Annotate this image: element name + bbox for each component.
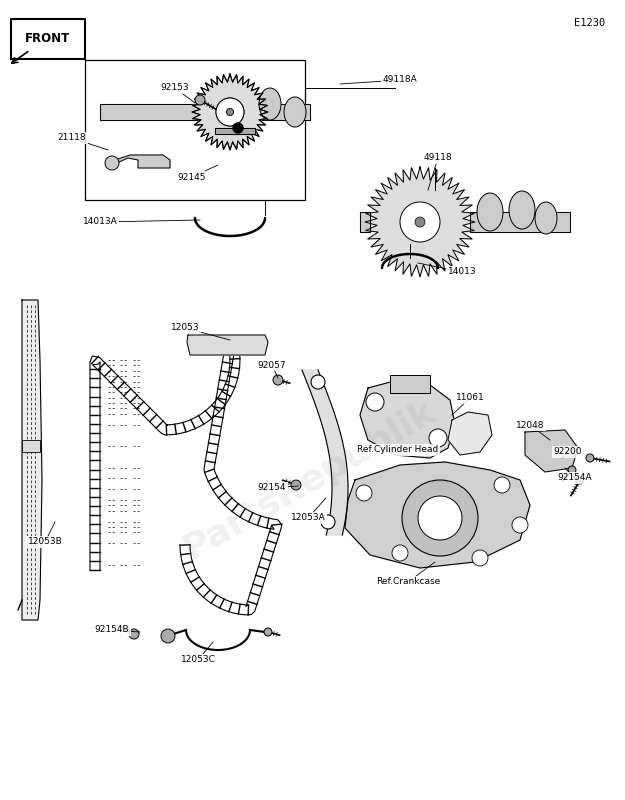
Ellipse shape	[259, 88, 281, 120]
Text: 21118: 21118	[58, 134, 86, 142]
Bar	[85, 60, 305, 200]
Ellipse shape	[509, 191, 535, 229]
Text: Ref.Crankcase: Ref.Crankcase	[376, 578, 440, 586]
Text: 92057: 92057	[258, 361, 286, 370]
Circle shape	[291, 480, 301, 490]
Circle shape	[216, 98, 244, 126]
Polygon shape	[112, 155, 170, 168]
Text: 14013: 14013	[448, 267, 476, 277]
Polygon shape	[100, 104, 310, 120]
Text: 14013A: 14013A	[82, 218, 118, 226]
Circle shape	[512, 517, 528, 533]
Text: 12048: 12048	[516, 421, 544, 430]
Text: E1230: E1230	[574, 18, 606, 28]
Circle shape	[402, 480, 478, 556]
Circle shape	[226, 109, 234, 115]
Text: 11061: 11061	[456, 394, 484, 402]
FancyBboxPatch shape	[11, 19, 85, 59]
Circle shape	[472, 550, 488, 566]
Circle shape	[216, 98, 244, 126]
Text: Ref.Cylinder Head: Ref.Cylinder Head	[357, 446, 439, 454]
Circle shape	[161, 629, 175, 643]
Text: 92154A: 92154A	[558, 474, 592, 482]
Circle shape	[366, 393, 384, 411]
Text: 92145: 92145	[177, 173, 206, 182]
Circle shape	[429, 429, 447, 447]
Text: 92200: 92200	[554, 447, 582, 457]
Circle shape	[264, 628, 272, 636]
Circle shape	[400, 202, 440, 242]
Ellipse shape	[477, 193, 503, 231]
Polygon shape	[365, 167, 475, 277]
Circle shape	[356, 485, 372, 501]
Circle shape	[568, 466, 576, 474]
Polygon shape	[192, 74, 268, 150]
Text: PartsRepublik: PartsRepublik	[178, 394, 442, 566]
Bar	[390, 375, 430, 393]
Polygon shape	[345, 462, 530, 568]
Text: 49118A: 49118A	[382, 75, 418, 85]
Polygon shape	[470, 212, 570, 232]
Text: 92154B: 92154B	[95, 626, 129, 634]
Circle shape	[576, 476, 584, 484]
Circle shape	[233, 123, 243, 133]
Circle shape	[392, 545, 408, 561]
Text: 49118: 49118	[424, 154, 452, 162]
Polygon shape	[360, 380, 455, 458]
Polygon shape	[360, 212, 370, 232]
Polygon shape	[215, 128, 255, 134]
Circle shape	[415, 217, 425, 227]
Text: 12053C: 12053C	[181, 655, 216, 665]
Text: 12053: 12053	[171, 323, 199, 333]
Circle shape	[321, 515, 335, 529]
Polygon shape	[187, 335, 268, 355]
Polygon shape	[22, 300, 42, 620]
Circle shape	[195, 95, 205, 105]
Polygon shape	[525, 430, 578, 472]
Polygon shape	[448, 412, 492, 455]
Ellipse shape	[535, 202, 557, 234]
Text: FRONT: FRONT	[26, 33, 71, 46]
Circle shape	[494, 477, 510, 493]
Circle shape	[129, 629, 139, 639]
Text: 12053B: 12053B	[28, 538, 63, 546]
Circle shape	[105, 156, 119, 170]
Bar	[22, 440, 40, 452]
Text: 92154: 92154	[258, 483, 286, 493]
Circle shape	[586, 454, 594, 462]
Circle shape	[226, 109, 234, 115]
Polygon shape	[192, 74, 268, 150]
Circle shape	[273, 375, 283, 385]
Circle shape	[311, 375, 325, 389]
Circle shape	[418, 496, 462, 540]
Polygon shape	[302, 370, 348, 535]
Text: 92153: 92153	[161, 83, 189, 93]
Text: 12053A: 12053A	[291, 514, 326, 522]
Ellipse shape	[284, 97, 306, 127]
